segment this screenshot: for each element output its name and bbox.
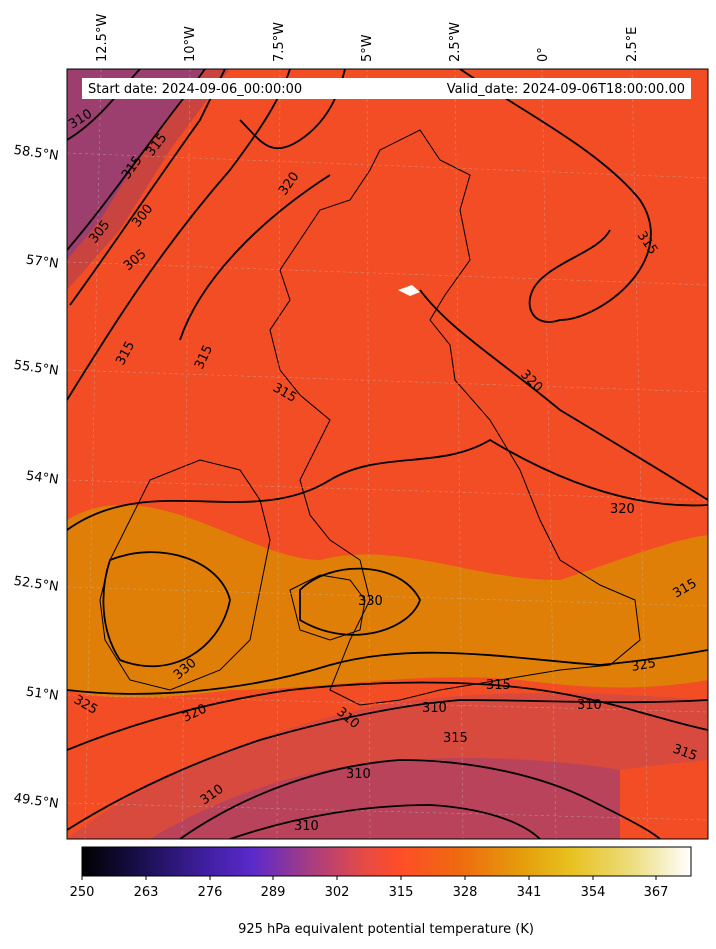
temperature-field <box>67 69 708 839</box>
colorbar-ticks <box>81 876 657 880</box>
colorbar-tick-label: 367 <box>644 885 669 900</box>
latitude-label: 57°N <box>25 253 60 272</box>
map-frame <box>66 68 709 840</box>
colorbar-tick-label: 315 <box>389 885 414 900</box>
colorbar <box>81 846 692 877</box>
colorbar-tick-label: 341 <box>517 885 542 900</box>
latitude-label: 58.5°N <box>13 143 60 164</box>
latitude-label: 51°N <box>25 685 60 704</box>
colorbar-tick-label: 276 <box>198 885 223 900</box>
colorbar-tick-label: 263 <box>134 885 159 900</box>
contour-label: 325 <box>630 656 657 675</box>
longitude-label: 2.5°E <box>625 27 640 62</box>
warm-band <box>67 504 708 698</box>
cold-core-northwest <box>67 69 205 260</box>
longitude-label: 10°W <box>183 26 198 62</box>
colorbar-tick-label: 302 <box>325 885 350 900</box>
latitude-label: 54°N <box>25 469 60 488</box>
isotherm-contours <box>67 69 708 839</box>
contour-label: 315 <box>486 678 511 693</box>
header-box <box>82 78 691 99</box>
latitude-label: 52.5°N <box>13 574 60 595</box>
contour-label: 330 <box>358 594 383 609</box>
valid-date: Valid_date: 2024-09-06T18:00:00.00 <box>447 82 685 97</box>
start-date: Start date: 2024-09-06_00:00:00 <box>88 82 302 97</box>
colorbar-tick-label: 354 <box>581 885 606 900</box>
longitude-label: 7.5°W <box>272 22 287 62</box>
longitude-label: 2.5°W <box>448 22 463 62</box>
contour-label: 310 <box>422 701 447 716</box>
colorbar-tick-label: 328 <box>453 885 478 900</box>
colorbar-tick-label: 289 <box>261 885 286 900</box>
colorbar-label: 925 hPa equivalent potential temperature… <box>238 922 534 937</box>
colorbar-tick-labels: 250 263 276 289 302 315 328 341 354 367 <box>70 885 669 900</box>
contour-label: 315 <box>443 731 468 746</box>
longitude-labels: 12.5°W 10°W 7.5°W 5°W 2.5°W 0° 2.5°E <box>95 14 640 62</box>
longitude-label: 0° <box>536 47 551 62</box>
missing-data-patch <box>398 285 420 296</box>
contour-label: 310 <box>346 767 371 782</box>
latitude-label: 49.5°N <box>13 791 60 812</box>
latitude-labels: 58.5°N 57°N 55.5°N 54°N 52.5°N 51°N 49.5… <box>13 143 60 812</box>
contour-label: 310 <box>577 698 602 713</box>
gridlines <box>67 69 708 839</box>
contour-label: 320 <box>610 502 635 517</box>
latitude-label: 55.5°N <box>13 358 60 379</box>
contour-label: 310 <box>294 819 319 834</box>
longitude-label: 12.5°W <box>95 14 110 62</box>
longitude-label: 5°W <box>360 34 375 62</box>
colorbar-tick-label: 250 <box>70 885 95 900</box>
